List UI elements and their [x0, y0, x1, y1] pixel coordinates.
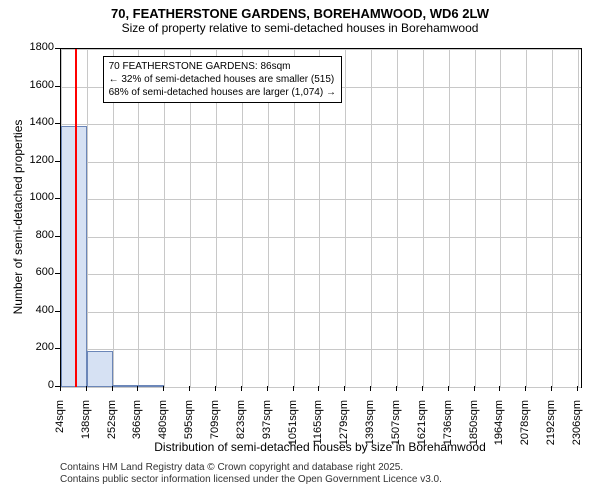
x-tick [215, 386, 216, 391]
histogram-bar [138, 385, 164, 387]
x-tick-label: 1736sqm [442, 400, 454, 460]
footer-line-2: Contains public sector information licen… [60, 474, 442, 486]
x-tick-label: 1165sqm [312, 400, 324, 460]
chart-subtitle: Size of property relative to semi-detach… [0, 21, 600, 39]
gridline-vertical [371, 49, 372, 387]
x-tick [551, 386, 552, 391]
y-tick-label: 400 [20, 304, 54, 316]
x-tick [474, 386, 475, 391]
footer-attribution: Contains HM Land Registry data © Crown c… [60, 462, 442, 486]
x-tick-label: 138sqm [80, 400, 92, 460]
x-tick-label: 709sqm [209, 400, 221, 460]
y-tick [55, 311, 60, 312]
x-tick-label: 1279sqm [338, 400, 350, 460]
x-tick [293, 386, 294, 391]
x-tick [499, 386, 500, 391]
x-tick-label: 1621sqm [416, 400, 428, 460]
x-tick [60, 386, 61, 391]
y-tick-label: 1800 [20, 41, 54, 53]
x-tick [344, 386, 345, 391]
y-tick [55, 86, 60, 87]
y-tick-label: 0 [20, 379, 54, 391]
y-tick-label: 1600 [20, 79, 54, 91]
chart-container: 70, FEATHERSTONE GARDENS, BOREHAMWOOD, W… [0, 0, 600, 500]
x-tick-label: 2192sqm [545, 400, 557, 460]
y-tick [55, 198, 60, 199]
x-tick [370, 386, 371, 391]
x-tick-label: 1964sqm [493, 400, 505, 460]
x-tick [525, 386, 526, 391]
annotation-line: 70 FEATHERSTONE GARDENS: 86sqm [109, 60, 336, 73]
x-tick [189, 386, 190, 391]
gridline-vertical [500, 49, 501, 387]
y-tick [55, 161, 60, 162]
gridline-vertical [397, 49, 398, 387]
annotation-line: ← 32% of semi-detached houses are smalle… [109, 73, 336, 86]
x-tick-label: 1051sqm [287, 400, 299, 460]
y-tick-label: 1200 [20, 154, 54, 166]
gridline-vertical [423, 49, 424, 387]
annotation-box: 70 FEATHERSTONE GARDENS: 86sqm← 32% of s… [103, 56, 342, 103]
x-tick-label: 937sqm [261, 400, 273, 460]
gridline-vertical [345, 49, 346, 387]
y-tick-label: 1400 [20, 116, 54, 128]
x-tick [448, 386, 449, 391]
y-tick-label: 200 [20, 341, 54, 353]
annotation-line: 68% of semi-detached houses are larger (… [109, 86, 336, 99]
y-axis-label: Number of semi-detached properties [11, 107, 25, 327]
histogram-bar [113, 385, 139, 387]
gridline-vertical [449, 49, 450, 387]
y-tick [55, 273, 60, 274]
x-tick [577, 386, 578, 391]
x-tick-label: 480sqm [157, 400, 169, 460]
x-tick [137, 386, 138, 391]
x-tick [318, 386, 319, 391]
gridline-vertical [87, 49, 88, 387]
plot-area: 70 FEATHERSTONE GARDENS: 86sqm← 32% of s… [60, 48, 582, 388]
y-tick [55, 123, 60, 124]
x-tick-label: 366sqm [131, 400, 143, 460]
gridline-vertical [552, 49, 553, 387]
y-tick [55, 236, 60, 237]
x-tick-label: 24sqm [54, 400, 66, 460]
x-tick [86, 386, 87, 391]
property-marker-line [75, 49, 77, 387]
chart-title: 70, FEATHERSTONE GARDENS, BOREHAMWOOD, W… [0, 0, 600, 21]
x-tick-label: 252sqm [106, 400, 118, 460]
gridline-vertical [526, 49, 527, 387]
x-tick-label: 1507sqm [390, 400, 402, 460]
x-tick-label: 595sqm [183, 400, 195, 460]
y-tick [55, 48, 60, 49]
x-tick-label: 1850sqm [468, 400, 480, 460]
y-tick-label: 1000 [20, 191, 54, 203]
x-tick-label: 2306sqm [571, 400, 583, 460]
x-tick [163, 386, 164, 391]
x-tick [267, 386, 268, 391]
y-tick-label: 600 [20, 266, 54, 278]
gridline-horizontal [61, 387, 581, 388]
x-tick-label: 2078sqm [519, 400, 531, 460]
gridline-vertical [475, 49, 476, 387]
x-tick [422, 386, 423, 391]
gridline-vertical [578, 49, 579, 387]
x-tick [396, 386, 397, 391]
histogram-bar [61, 126, 87, 387]
histogram-bar [87, 351, 113, 387]
x-tick-label: 1393sqm [364, 400, 376, 460]
y-tick [55, 348, 60, 349]
x-tick [112, 386, 113, 391]
x-tick-label: 823sqm [235, 400, 247, 460]
x-tick [241, 386, 242, 391]
y-tick-label: 800 [20, 229, 54, 241]
footer-line-1: Contains HM Land Registry data © Crown c… [60, 462, 442, 474]
